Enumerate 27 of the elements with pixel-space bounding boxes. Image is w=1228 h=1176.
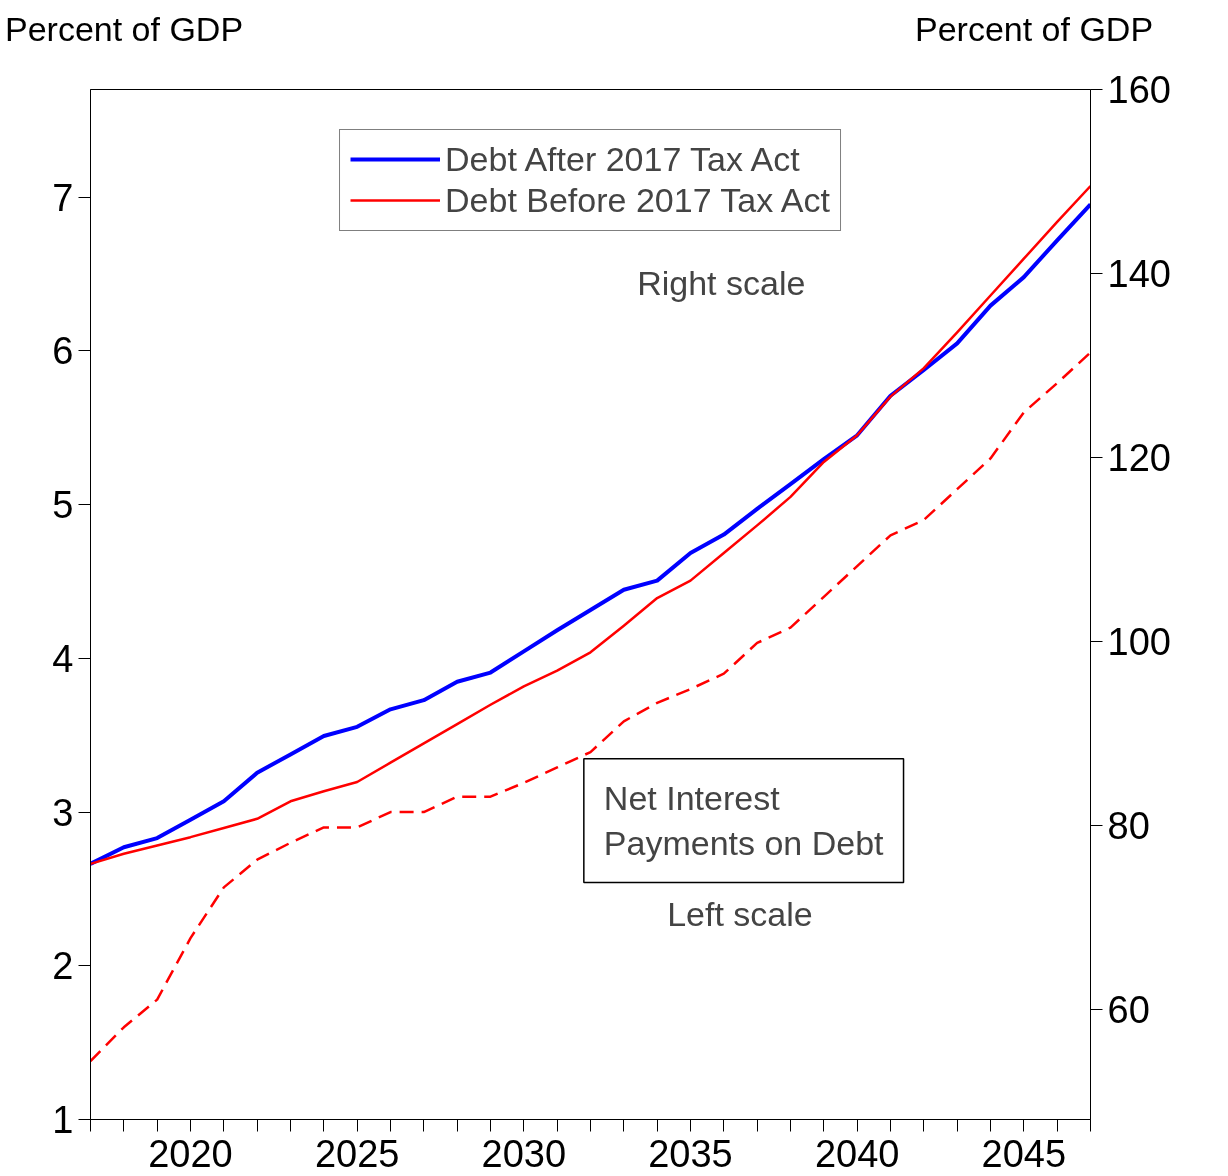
x-tick-label: 2045 — [981, 1132, 1067, 1175]
y-tick-label: 5 — [52, 483, 74, 526]
annotation: Left scale — [667, 894, 813, 933]
y-tick-label: 6 — [52, 329, 74, 372]
y2-axis-title: Percent of GDP — [915, 9, 1154, 50]
y-tick-label: 2 — [52, 944, 74, 987]
y2-tick-label: 100 — [1107, 620, 1171, 663]
legend-label: Debt Before 2017 Tax Act — [445, 180, 830, 220]
y-tick-label: 1 — [52, 1098, 74, 1141]
y2-tick-label: 60 — [1107, 988, 1150, 1031]
y2-tick-label: 140 — [1107, 252, 1171, 295]
x-tick-label: 2035 — [648, 1132, 733, 1175]
y-tick-label: 4 — [52, 637, 74, 680]
x-tick-label: 2030 — [481, 1132, 567, 1175]
legend-label: Debt After 2017 Tax Act — [445, 139, 800, 179]
annotation: Net Interest Payments on Debt — [603, 778, 885, 862]
y2-tick-label: 160 — [1107, 68, 1171, 111]
y-tick-label: 3 — [52, 791, 74, 834]
line-series — [90, 350, 1091, 1062]
y-tick-label: 7 — [52, 176, 74, 219]
x-tick-label: 2025 — [314, 1132, 400, 1175]
x-tick-label: 2040 — [814, 1132, 900, 1175]
x-tick-label: 2020 — [148, 1132, 233, 1175]
y2-tick-label: 80 — [1107, 804, 1150, 847]
y2-tick-label: 120 — [1107, 436, 1171, 479]
annotation: Right scale — [637, 263, 806, 302]
y-axis-title: Percent of GDP — [5, 9, 244, 50]
